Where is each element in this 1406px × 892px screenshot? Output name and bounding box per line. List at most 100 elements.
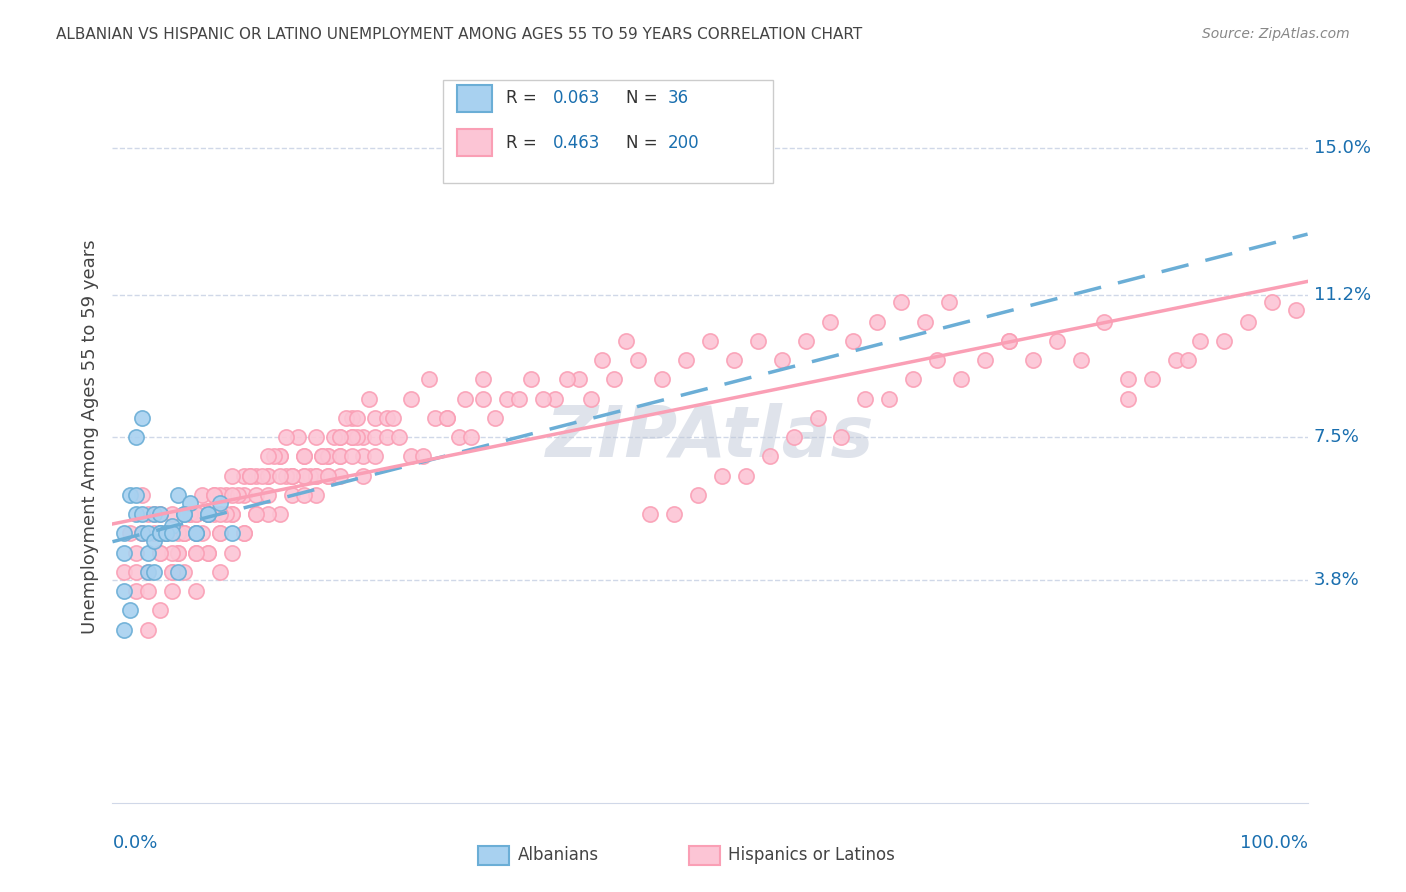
Point xyxy=(149,526,172,541)
Point xyxy=(167,488,190,502)
Point xyxy=(239,468,262,483)
Point xyxy=(340,430,363,444)
Point xyxy=(197,507,219,521)
Point xyxy=(388,430,411,444)
Point xyxy=(436,410,458,425)
Point xyxy=(138,565,160,579)
Point xyxy=(215,488,238,502)
Point xyxy=(377,410,399,425)
Point xyxy=(173,526,195,541)
Point xyxy=(125,507,148,521)
Point xyxy=(855,392,877,406)
Point xyxy=(292,468,315,483)
Text: 15.0%: 15.0% xyxy=(1313,139,1371,157)
Point xyxy=(520,372,543,386)
Point xyxy=(364,430,387,444)
Point xyxy=(359,392,381,406)
Point xyxy=(340,450,363,464)
Point xyxy=(125,430,148,444)
Point xyxy=(281,488,304,502)
Text: R =: R = xyxy=(506,134,543,152)
Text: Hispanics or Latinos: Hispanics or Latinos xyxy=(728,847,896,864)
Point xyxy=(125,584,148,599)
Point xyxy=(143,507,166,521)
Text: ZIPAtlas: ZIPAtlas xyxy=(546,402,875,472)
Point xyxy=(377,430,399,444)
Point xyxy=(143,526,166,541)
Point xyxy=(274,468,297,483)
Point xyxy=(221,507,243,521)
Point xyxy=(543,392,565,406)
Point xyxy=(1094,315,1116,329)
Point xyxy=(1285,303,1308,318)
Point xyxy=(245,488,267,502)
Point xyxy=(305,488,328,502)
Point xyxy=(352,450,374,464)
Point xyxy=(316,468,339,483)
Point xyxy=(149,545,172,559)
Point xyxy=(233,468,256,483)
Point xyxy=(1189,334,1212,348)
Text: 0.463: 0.463 xyxy=(553,134,600,152)
Point xyxy=(120,488,142,502)
Point xyxy=(329,468,352,483)
Point xyxy=(221,488,243,502)
Point xyxy=(412,450,434,464)
Point xyxy=(114,623,135,637)
Point xyxy=(950,372,973,386)
Point xyxy=(114,565,135,579)
Text: 11.2%: 11.2% xyxy=(1313,285,1371,303)
Point xyxy=(202,507,225,521)
Point xyxy=(425,410,447,425)
Point xyxy=(197,545,219,559)
Point xyxy=(221,507,243,521)
Point xyxy=(138,507,160,521)
Point xyxy=(125,565,148,579)
Point xyxy=(221,545,243,559)
Point xyxy=(138,526,160,541)
Point xyxy=(269,507,291,521)
Point xyxy=(167,565,190,579)
Point xyxy=(131,526,153,541)
Point xyxy=(173,507,195,521)
Point xyxy=(842,334,865,348)
Point xyxy=(340,430,363,444)
Point xyxy=(131,526,153,541)
Point xyxy=(831,430,853,444)
Point xyxy=(651,372,673,386)
Point xyxy=(579,392,602,406)
Point xyxy=(191,488,214,502)
Text: 3.8%: 3.8% xyxy=(1313,571,1360,589)
Point xyxy=(186,545,208,559)
Point xyxy=(675,353,697,368)
Text: 200: 200 xyxy=(668,134,699,152)
Point xyxy=(454,392,477,406)
Point xyxy=(281,468,304,483)
Point xyxy=(120,526,142,541)
Point xyxy=(1046,334,1069,348)
Point xyxy=(688,488,710,502)
Point xyxy=(149,507,172,521)
Point xyxy=(603,372,626,386)
Point xyxy=(245,507,267,521)
Point xyxy=(186,526,208,541)
Point xyxy=(627,353,650,368)
Point xyxy=(209,495,232,509)
Point xyxy=(209,488,232,502)
Point xyxy=(401,392,423,406)
Point xyxy=(239,468,262,483)
Point xyxy=(305,468,328,483)
Point xyxy=(723,353,745,368)
Point xyxy=(1213,334,1236,348)
Point xyxy=(186,526,208,541)
Point xyxy=(759,450,782,464)
Point xyxy=(1142,372,1164,386)
Point xyxy=(269,450,291,464)
Point xyxy=(329,450,352,464)
Point xyxy=(890,295,912,310)
Point xyxy=(131,488,153,502)
Point xyxy=(125,545,148,559)
Point xyxy=(221,526,243,541)
Point xyxy=(209,507,232,521)
Point xyxy=(173,526,195,541)
